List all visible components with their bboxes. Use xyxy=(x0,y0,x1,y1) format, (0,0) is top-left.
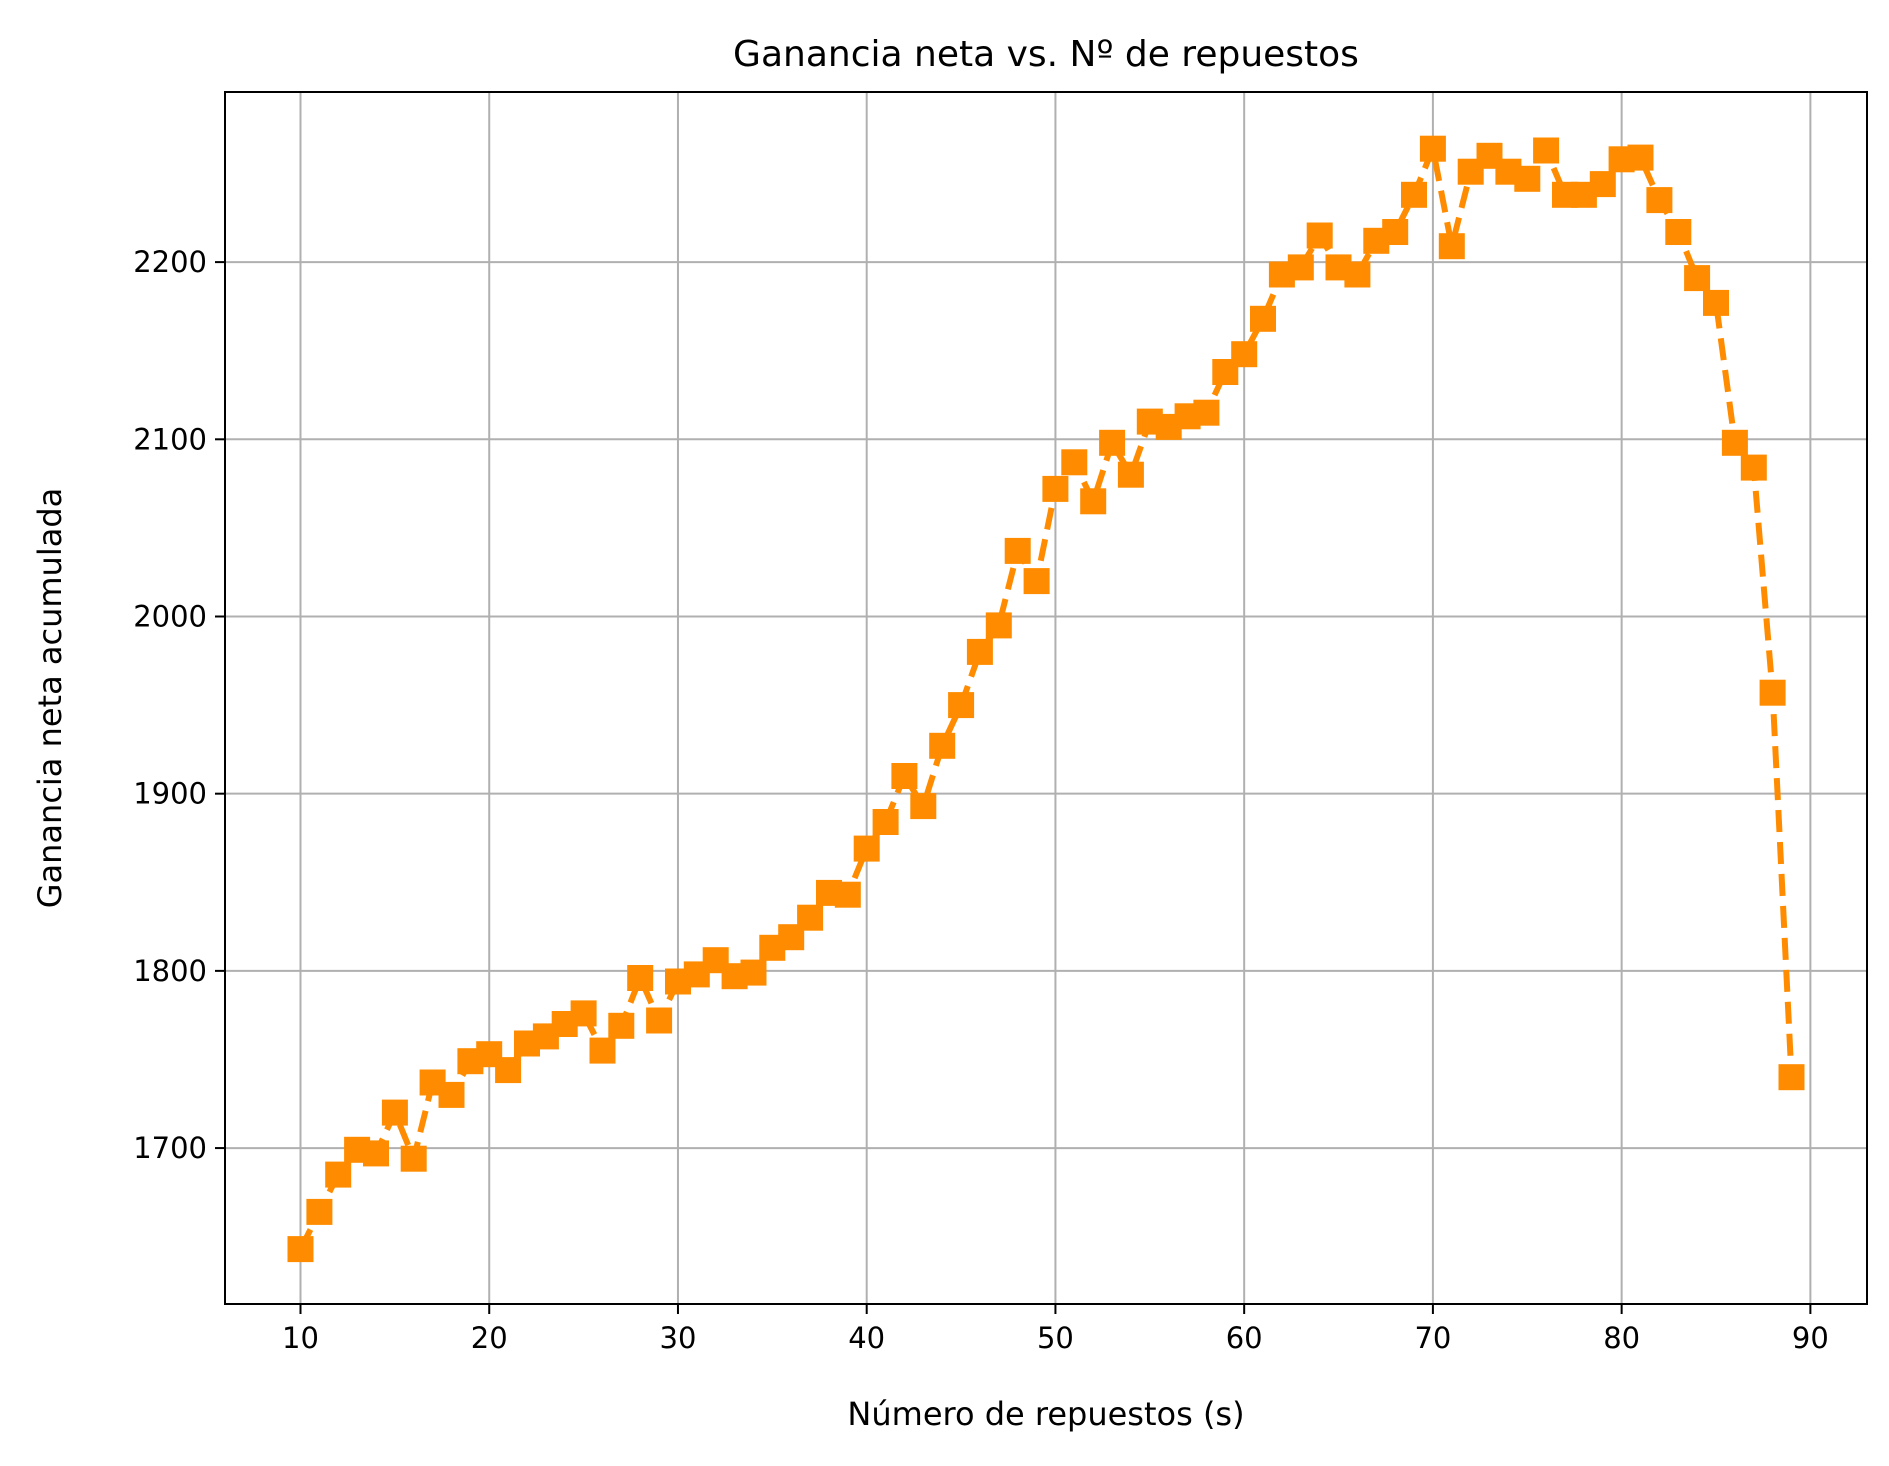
y-axis-label: Ganancia neta acumulada xyxy=(31,488,69,909)
y-tick-label: 1900 xyxy=(133,777,207,811)
data-point-marker xyxy=(797,904,824,931)
series-markers xyxy=(287,135,1805,1263)
data-point-marker xyxy=(1684,265,1711,292)
data-point-marker xyxy=(1627,144,1654,171)
data-point-marker xyxy=(1231,341,1258,368)
data-point-marker xyxy=(1023,568,1050,595)
data-point-marker xyxy=(834,881,861,908)
data-point-marker xyxy=(589,1037,616,1064)
data-point-marker xyxy=(1004,537,1031,564)
data-point-marker xyxy=(1419,135,1446,162)
data-point-marker xyxy=(1438,233,1465,260)
data-point-marker xyxy=(608,1012,635,1039)
x-axis-label: Número de repuestos (s) xyxy=(847,1395,1244,1433)
data-point-marker xyxy=(287,1236,314,1263)
data-point-marker xyxy=(1099,429,1126,456)
data-point-marker xyxy=(306,1198,333,1225)
data-point-marker xyxy=(1061,449,1088,476)
x-axis-ticks: 10 20 30 40 50 60 70 80 90 xyxy=(282,1304,1829,1355)
data-point-marker xyxy=(853,835,880,862)
data-point-marker xyxy=(966,638,993,665)
data-point-marker xyxy=(948,692,975,719)
x-tick-label: 30 xyxy=(660,1321,697,1355)
data-point-marker xyxy=(1740,454,1767,481)
data-point-marker xyxy=(627,965,654,991)
data-point-marker xyxy=(1759,679,1786,706)
data-point-marker xyxy=(1382,219,1409,245)
data-point-marker xyxy=(1778,1064,1805,1091)
data-point-marker xyxy=(1042,475,1069,502)
x-tick-label: 80 xyxy=(1603,1321,1640,1355)
data-point-marker xyxy=(1117,461,1144,488)
y-tick-label: 2200 xyxy=(133,245,207,279)
data-point-marker xyxy=(1193,399,1220,426)
data-point-marker xyxy=(1533,137,1560,164)
data-point-marker xyxy=(363,1140,389,1167)
data-point-marker xyxy=(1665,219,1692,245)
data-point-marker xyxy=(570,1000,597,1027)
y-axis-ticks: 1700 1800 1900 2000 2100 2200 xyxy=(133,245,225,1165)
data-point-marker xyxy=(1080,488,1107,515)
data-point-marker xyxy=(1646,187,1673,214)
x-tick-label: 20 xyxy=(471,1321,508,1355)
data-point-marker xyxy=(1703,289,1729,316)
x-tick-label: 70 xyxy=(1414,1321,1451,1355)
data-point-marker xyxy=(325,1161,352,1188)
data-point-marker xyxy=(1514,165,1541,192)
chart-title: Ganancia neta vs. Nº de repuestos xyxy=(733,34,1359,75)
y-tick-label: 1700 xyxy=(133,1131,207,1165)
data-point-marker xyxy=(872,809,899,835)
data-point-marker xyxy=(646,1007,673,1034)
data-point-marker xyxy=(1401,181,1427,208)
data-point-marker xyxy=(1287,254,1314,281)
y-tick-label: 2000 xyxy=(133,599,207,633)
data-point-marker xyxy=(1344,261,1371,288)
x-tick-label: 40 xyxy=(848,1321,885,1355)
x-tick-label: 50 xyxy=(1037,1321,1074,1355)
data-point-marker xyxy=(891,763,918,789)
data-point-marker xyxy=(1250,305,1276,332)
data-point-marker xyxy=(495,1057,522,1084)
x-tick-label: 10 xyxy=(282,1321,319,1355)
data-point-marker xyxy=(438,1081,465,1108)
data-point-marker xyxy=(740,959,767,986)
data-point-marker xyxy=(910,793,937,820)
y-tick-label: 2100 xyxy=(133,422,207,456)
y-tick-label: 1800 xyxy=(133,954,207,988)
data-point-marker xyxy=(400,1145,427,1172)
x-tick-label: 90 xyxy=(1792,1321,1829,1355)
x-tick-label: 60 xyxy=(1226,1321,1263,1355)
data-point-marker xyxy=(1721,429,1748,456)
data-point-marker xyxy=(1589,171,1616,198)
data-point-marker xyxy=(381,1099,408,1126)
data-point-marker xyxy=(929,732,956,759)
grid xyxy=(225,92,1867,1304)
data-point-marker xyxy=(985,612,1012,639)
plot-frame xyxy=(224,91,1868,1305)
data-point-marker xyxy=(1306,222,1333,249)
